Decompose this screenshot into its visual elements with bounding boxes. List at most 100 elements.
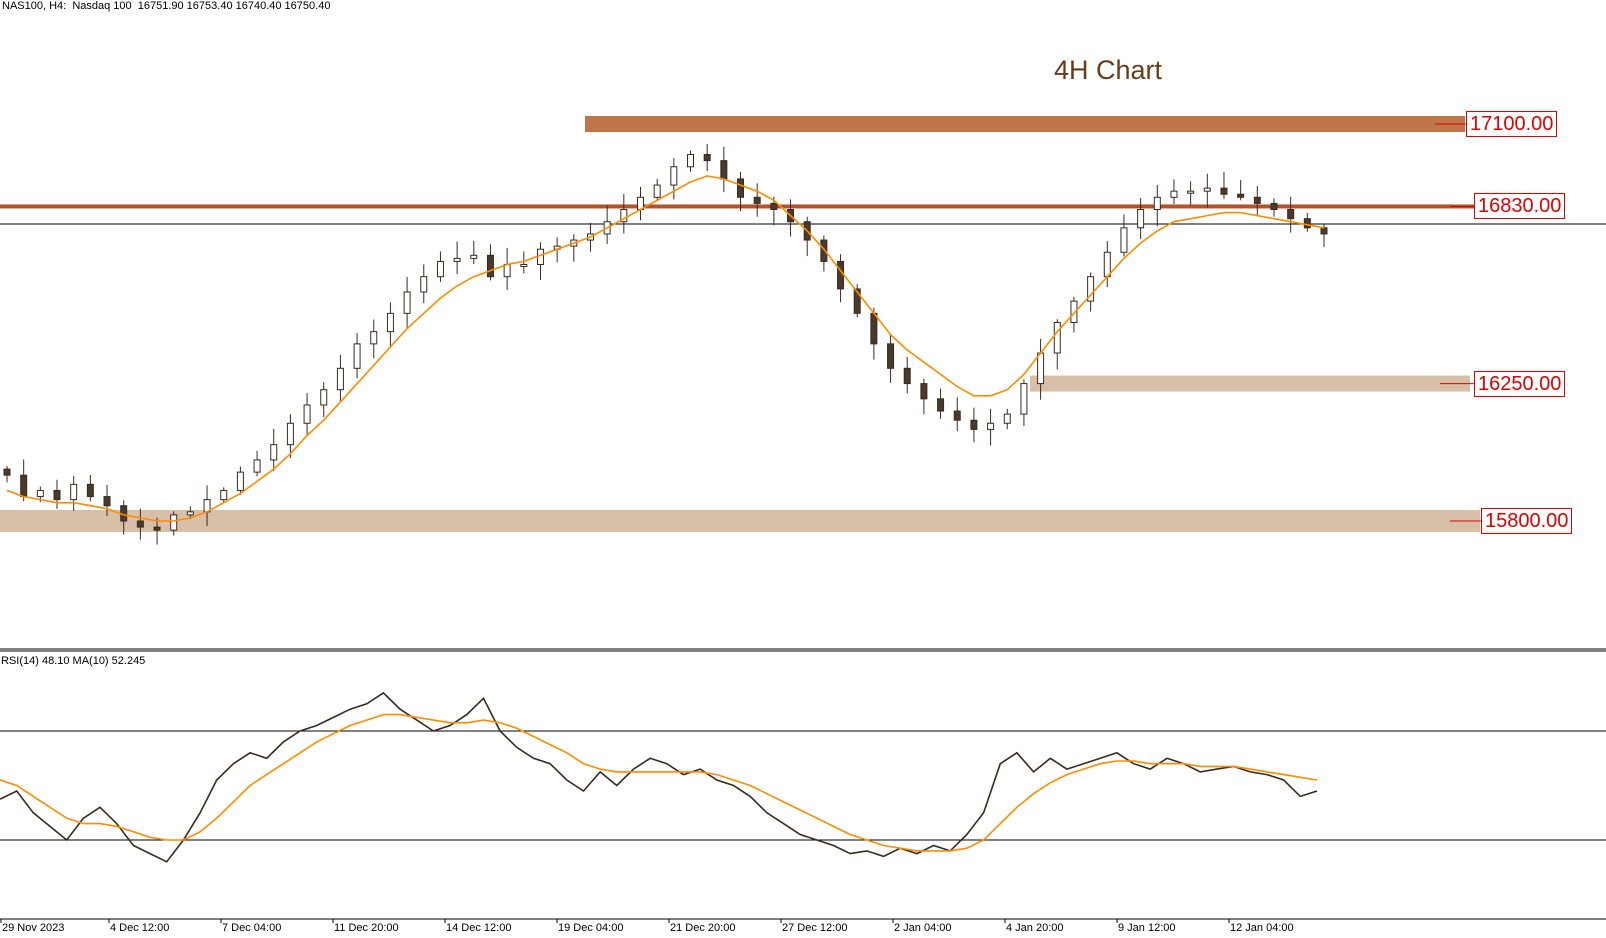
candle: [1020, 379, 1028, 426]
candle-body: [887, 343, 895, 369]
candle-body: [1137, 209, 1145, 229]
candle: [353, 333, 361, 379]
candle: [987, 408, 995, 446]
candle: [903, 357, 911, 394]
candle-body: [170, 514, 178, 531]
price-zones: [0, 116, 1481, 532]
candle: [1153, 185, 1161, 227]
candle: [186, 506, 194, 520]
candle-body: [186, 511, 194, 516]
candle-body: [336, 367, 344, 391]
level-label-17100: 17100.00: [1466, 111, 1558, 137]
candle: [1170, 179, 1178, 205]
candle-body: [1237, 193, 1245, 198]
candle: [1070, 296, 1078, 333]
candle: [1253, 186, 1261, 217]
candle-body: [737, 178, 745, 198]
candle-body: [36, 489, 44, 498]
rsi-header: RSI(14) 48.10 MA(10) 52.245: [1, 655, 146, 667]
candle-body: [703, 154, 711, 162]
candle: [370, 319, 378, 359]
candle-body: [620, 209, 628, 223]
candle-body: [236, 471, 244, 491]
candle-body: [1037, 352, 1045, 385]
symbol-header: NAS100, H4: Nasdaq 100 16751.90 16753.40…: [2, 0, 331, 12]
candle: [753, 183, 761, 217]
candle: [53, 479, 61, 509]
candle-body: [220, 489, 228, 501]
candle-body: [20, 474, 28, 498]
candle: [1270, 198, 1278, 217]
candle: [336, 354, 344, 402]
candle-body: [53, 489, 61, 501]
x-axis-label: 21 Dec 20:00: [670, 922, 736, 934]
moving-average-line: [6, 175, 1325, 522]
candle-body: [1153, 196, 1161, 211]
candle-body: [286, 422, 294, 446]
candle-body: [903, 367, 911, 385]
candle-body: [687, 154, 695, 168]
candle: [470, 240, 478, 264]
candles: [3, 143, 1328, 545]
x-axis-label: 9 Jan 12:00: [1118, 922, 1176, 934]
candle: [820, 235, 828, 272]
candle-body: [486, 254, 494, 278]
candle-body: [3, 468, 11, 476]
level-zone-16250: [1030, 375, 1470, 392]
x-axis-label: 14 Dec 12:00: [446, 922, 512, 934]
candle-body: [370, 331, 378, 345]
level-label-16830: 16830.00: [1474, 193, 1566, 220]
candle-body: [837, 260, 845, 290]
x-axis-label: 7 Dec 04:00: [222, 922, 282, 934]
candle-body: [453, 257, 461, 262]
candle-body: [403, 291, 411, 314]
candle: [837, 254, 845, 303]
candle: [503, 247, 511, 290]
candle: [1237, 180, 1245, 201]
candle-body: [1087, 276, 1095, 302]
candle-body: [953, 410, 961, 421]
candle: [453, 241, 461, 274]
x-axis-ticks: [0, 919, 1230, 923]
level-zone-17100: [585, 116, 1465, 132]
candle: [937, 388, 945, 419]
candle: [420, 264, 428, 304]
candle: [703, 143, 711, 171]
candle: [687, 150, 695, 172]
candle: [653, 178, 661, 202]
candle: [253, 450, 261, 477]
level-label-16250: 16250.00: [1474, 370, 1566, 397]
candle-body: [853, 288, 861, 314]
candle: [670, 158, 678, 200]
candle-body: [1070, 300, 1078, 323]
candle: [1303, 213, 1311, 232]
candle: [403, 277, 411, 328]
candle: [136, 508, 144, 540]
candle-body: [153, 526, 161, 531]
candle-body: [270, 444, 278, 461]
candle-body: [303, 404, 311, 424]
candle-body: [470, 254, 478, 259]
candle-body: [920, 383, 928, 400]
candle-body: [70, 483, 78, 501]
candle: [286, 414, 294, 459]
rsi-ma-line: [0, 713, 1318, 852]
candle-body: [353, 343, 361, 369]
candle: [236, 466, 244, 495]
candle: [436, 251, 444, 282]
candle-body: [1320, 227, 1328, 235]
candle: [1320, 224, 1328, 248]
candle: [737, 171, 745, 212]
rsi-line: [0, 691, 1318, 863]
x-axis-label: 19 Dec 04:00: [558, 922, 624, 934]
candle: [803, 216, 811, 257]
candle-body: [937, 398, 945, 412]
candle-body: [1220, 187, 1228, 195]
candle-body: [436, 260, 444, 278]
candle: [620, 193, 628, 234]
candle-body: [1303, 218, 1311, 229]
candle: [887, 334, 895, 383]
candle-body: [386, 312, 394, 333]
candle-body: [86, 483, 94, 498]
